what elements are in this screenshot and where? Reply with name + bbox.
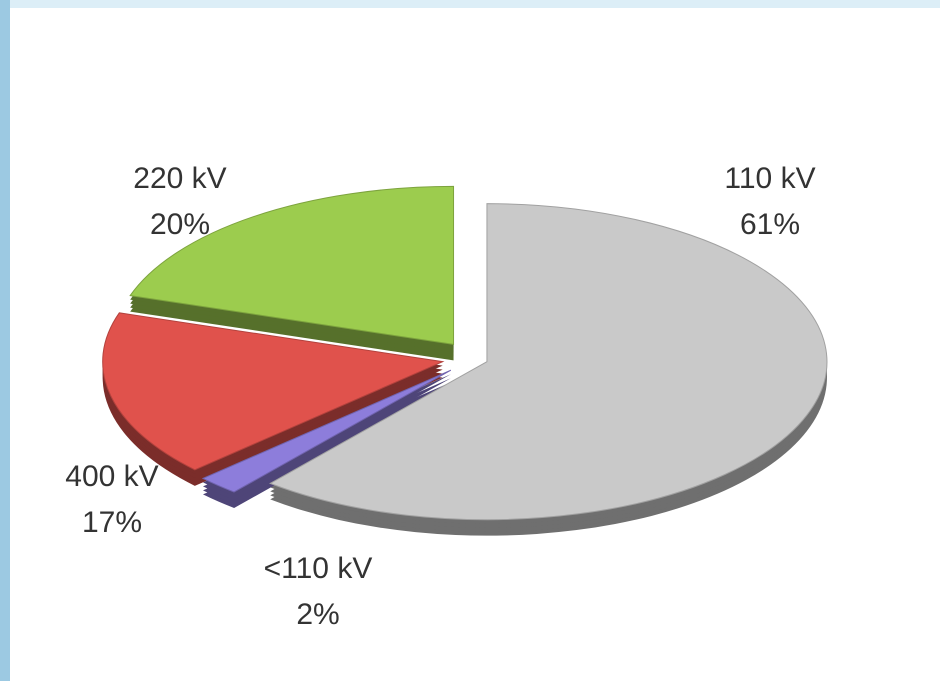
slice-value-label: 20% (150, 208, 210, 241)
top-border (0, 0, 940, 8)
left-border (0, 0, 10, 681)
slice (102, 312, 445, 471)
slice (201, 369, 452, 493)
pie (102, 185, 828, 536)
slice-label: 400 kV (65, 460, 158, 493)
slice-label: 220 kV (133, 162, 226, 195)
slice-value-label: 17% (82, 506, 142, 539)
slice (129, 185, 455, 345)
slice-label: <110 kV (264, 552, 373, 585)
slice (269, 203, 828, 521)
labels: 110 kV 61% <110 kV 2% 400 kV 17% 220 kV 20% (65, 162, 815, 631)
slice-value-label: 61% (740, 208, 800, 241)
slice-value-label: 2% (296, 598, 339, 631)
slice-label: 110 kV (724, 162, 815, 195)
